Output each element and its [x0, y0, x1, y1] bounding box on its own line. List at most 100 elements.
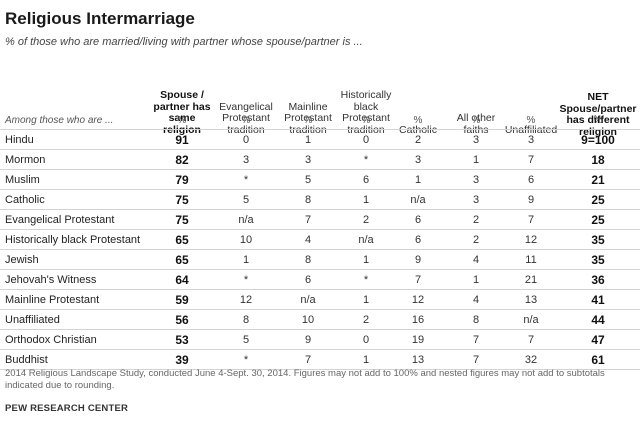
table-cell: 35 [591, 253, 605, 267]
table-cell: 0 [362, 134, 370, 146]
table-row: Jehovah's Witness 64 * 6 * 7 1 21 36 [0, 270, 640, 290]
table-cell: 3 [414, 154, 422, 166]
table-cell: 3 [242, 154, 250, 166]
table-cell: 41 [591, 293, 605, 307]
unit-label-6: % [526, 115, 536, 126]
table-cell: 1 [414, 174, 422, 186]
row-label: Hindu [5, 134, 34, 146]
table-cell: 3 [472, 194, 480, 206]
table-cell: 2 [472, 234, 480, 246]
table-cell: 32 [524, 354, 538, 366]
table-cell: 47 [591, 333, 605, 347]
table-cell: 7 [304, 354, 312, 366]
table-cell: 12 [239, 294, 253, 306]
table-cell: 6 [362, 174, 370, 186]
table-cell: 12 [411, 294, 425, 306]
table-cell: 36 [591, 273, 605, 287]
table-cell: 25 [591, 193, 605, 207]
table-cell: 9 [304, 334, 312, 346]
column-header-7: NET Spouse/partner has different religion [559, 91, 637, 138]
table-cell: 7 [414, 274, 422, 286]
row-label: Jehovah's Witness [5, 274, 97, 286]
table-cell: 4 [472, 294, 480, 306]
table-cell: 7 [472, 334, 480, 346]
table-cell: 10 [239, 234, 253, 246]
unit-label-4: % [413, 115, 423, 126]
table-cell: 75 [175, 193, 189, 207]
row-divider [0, 209, 640, 210]
table-cell: * [363, 274, 369, 286]
table-cell: 1 [472, 274, 480, 286]
table-cell: 1 [362, 294, 370, 306]
unit-row: %%%%%%%% [0, 115, 640, 128]
table-cell: 82 [175, 153, 189, 167]
table-cell: 0 [362, 334, 370, 346]
chart-title: Religious Intermarriage [5, 9, 195, 28]
table-row: Orthodox Christian 53 5 9 0 19 7 7 47 [0, 330, 640, 350]
table-cell: 8 [472, 314, 480, 326]
table-cell: 3 [527, 134, 535, 146]
row-divider [0, 149, 640, 150]
table-cell: n/a [410, 194, 426, 206]
row-label: Mormon [5, 154, 46, 166]
row-divider [0, 289, 640, 290]
row-label: Orthodox Christian [5, 334, 97, 346]
table-cell: 61 [591, 353, 605, 367]
table-cell: 7 [527, 154, 535, 166]
table-cell: 1 [362, 254, 370, 266]
table-cell: 1 [242, 254, 250, 266]
table-cell: 16 [411, 314, 425, 326]
row-label: Unaffiliated [5, 314, 60, 326]
row-divider [0, 349, 640, 350]
table-cell: 1 [362, 354, 370, 366]
table-cell: 2 [414, 134, 422, 146]
table-row: Muslim 79 * 5 6 1 3 6 21 [0, 170, 640, 190]
table-cell: 65 [175, 233, 189, 247]
table-row: Mainline Protestant 59 12 n/a 1 12 4 13 41 [0, 290, 640, 310]
table-row: Unaffiliated 56 8 10 2 16 8 n/a 44 [0, 310, 640, 330]
table-cell: 8 [242, 314, 250, 326]
table-cell: 1 [472, 154, 480, 166]
table-cell: 79 [175, 173, 189, 187]
table-cell: 5 [242, 194, 250, 206]
unit-label-7: % [593, 115, 603, 126]
table-cell: 2 [362, 314, 370, 326]
table-cell: 25 [591, 213, 605, 227]
table-cell: 8 [304, 194, 312, 206]
table-cell: 21 [524, 274, 538, 286]
table-cell: 6 [414, 214, 422, 226]
table-cell: * [243, 274, 249, 286]
row-label: Evangelical Protestant [5, 214, 115, 226]
row-divider [0, 309, 640, 310]
table-cell: 59 [175, 293, 189, 307]
table-row: Evangelical Protestant 75 n/a 7 2 6 2 7 25 [0, 210, 640, 230]
table-cell: 9 [527, 194, 535, 206]
table-cell: 2 [472, 214, 480, 226]
row-label: Historically black Protestant [5, 234, 141, 246]
table-cell: 4 [304, 234, 312, 246]
table-cell: 12 [524, 234, 538, 246]
table-cell: 35 [591, 233, 605, 247]
table-cell: 39 [175, 353, 189, 367]
table-row: Catholic 75 5 8 1 n/a 3 9 25 [0, 190, 640, 210]
table-cell: * [363, 154, 369, 166]
table-cell: 91 [175, 133, 189, 147]
table-cell: n/a [358, 234, 374, 246]
row-label: Muslim [5, 174, 40, 186]
table-cell: 18 [591, 153, 605, 167]
unit-label-2: % [303, 115, 313, 126]
table-cell: 11 [525, 254, 537, 266]
table-cell: 6 [304, 274, 312, 286]
table-cell: 5 [304, 174, 312, 186]
row-header-label: Among those who are ... [5, 115, 114, 126]
table-cell: 5 [242, 334, 250, 346]
table-cell: 9=100 [581, 133, 615, 147]
table-cell: 0 [242, 134, 250, 146]
table-cell: n/a [300, 294, 316, 306]
chart-subtitle: % of those who are married/living with p… [5, 36, 363, 48]
row-divider [0, 249, 640, 250]
table-cell: 19 [411, 334, 425, 346]
row-divider [0, 329, 640, 330]
table-cell: 7 [527, 214, 535, 226]
table-cell: 7 [527, 334, 535, 346]
